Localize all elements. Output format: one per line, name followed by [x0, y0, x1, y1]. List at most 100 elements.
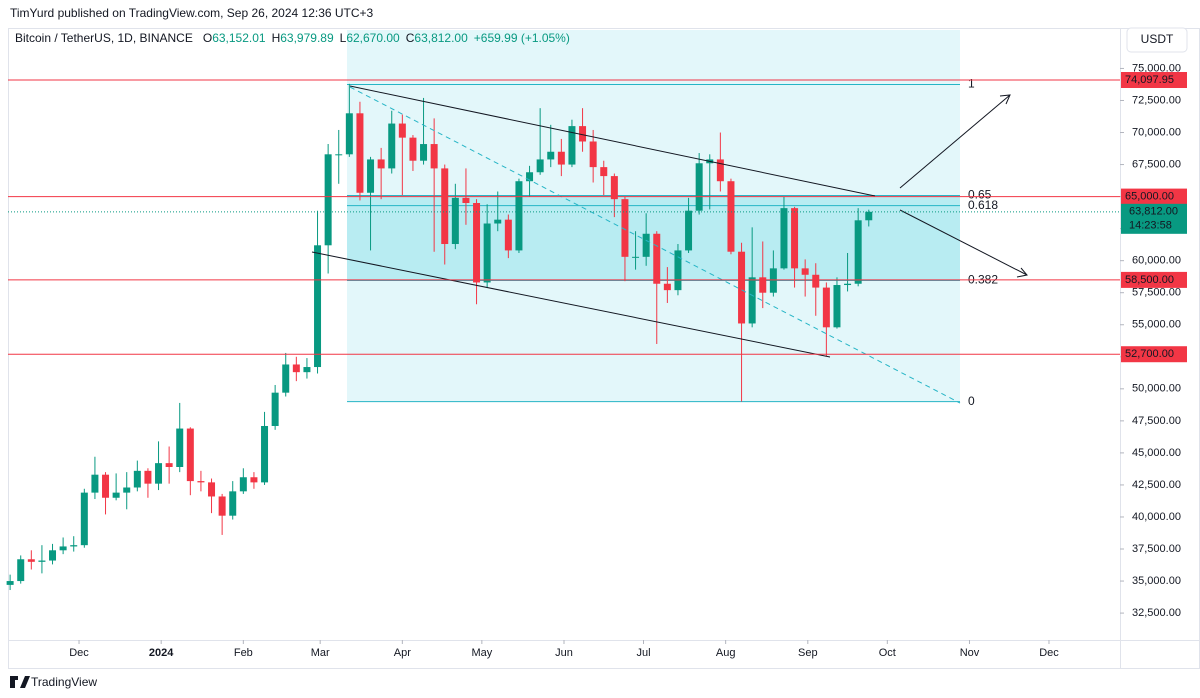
candle-body — [49, 550, 57, 561]
ohlc-value: 63,152.01 — [212, 31, 266, 45]
candle-body — [133, 470, 141, 488]
candle-body — [812, 274, 820, 288]
candle-body — [282, 364, 290, 393]
candle-body — [91, 474, 99, 493]
arrow-up — [899, 94, 1011, 189]
change: +659.99 (+1.05%) — [474, 31, 570, 45]
candle-body — [695, 163, 703, 211]
h-level-label: 74,097.95 — [1125, 74, 1174, 86]
candle-body — [165, 463, 173, 467]
candle-body — [303, 367, 311, 373]
candle-body — [568, 126, 576, 165]
y-tick-label: 75,000.00 — [1132, 62, 1181, 74]
candle-body — [239, 477, 247, 492]
candle-body — [409, 137, 417, 161]
candle-body — [123, 487, 131, 493]
ohlc-value: 63,979.89 — [280, 31, 334, 45]
currency-button[interactable] — [1126, 27, 1188, 53]
candle-body — [769, 268, 777, 293]
candle-body — [367, 159, 375, 193]
y-tick-label: 37,500.00 — [1132, 543, 1181, 555]
legend: Bitcoin / TetherUS, 1D, BINANCE O63,152.0… — [15, 31, 570, 45]
candle-body — [600, 167, 608, 177]
candle-body — [822, 287, 830, 328]
candle-body — [430, 144, 438, 169]
candle-body — [674, 250, 682, 291]
candle-body — [388, 123, 396, 169]
fib-label: 0.618 — [968, 198, 998, 212]
candle-body — [494, 219, 502, 224]
x-tick-label: Aug — [716, 647, 736, 659]
x-tick-label: Nov — [960, 647, 980, 659]
candle-body — [292, 364, 300, 373]
candle-body — [536, 159, 544, 173]
candle-body — [345, 113, 353, 155]
ohlc-value: 62,670.00 — [346, 31, 400, 45]
x-tick-label: Dec — [69, 647, 89, 659]
candle-body — [229, 491, 237, 516]
ohlc-key: O — [203, 31, 212, 45]
candle-body — [462, 197, 470, 204]
x-tick-label: Apr — [394, 647, 411, 659]
candle-body — [483, 223, 491, 283]
candle-body — [547, 151, 555, 160]
fib-trend — [349, 86, 961, 404]
candle-body — [398, 123, 406, 138]
ohlc-key: H — [272, 31, 281, 45]
h-level-badge — [1121, 346, 1187, 363]
candle-body — [176, 428, 184, 467]
candle-body — [632, 256, 640, 258]
x-tick-label: Sep — [798, 647, 818, 659]
candle-body — [144, 470, 152, 484]
y-tick-label: 70,000.00 — [1132, 126, 1181, 138]
candle-body — [865, 211, 873, 221]
x-tick-label: Jul — [636, 647, 650, 659]
candle-body — [504, 219, 512, 251]
x-tick-label: 2024 — [149, 647, 174, 659]
candle-body — [780, 208, 788, 269]
candle-body — [250, 477, 258, 483]
candle-body — [261, 425, 269, 483]
arrow-down — [899, 209, 1028, 276]
candle-body — [314, 245, 322, 368]
y-tick-label: 45,000.00 — [1132, 447, 1181, 459]
last-price-label: 63,812.00 — [1129, 206, 1178, 218]
currency[interactable]: USDT — [1141, 32, 1174, 46]
candle-body — [324, 154, 332, 246]
h-level-label: 58,500.00 — [1125, 274, 1174, 286]
candle-body — [748, 277, 756, 324]
candle-body — [515, 181, 523, 251]
candle-body — [844, 283, 852, 286]
candle-body — [738, 251, 746, 324]
drawings — [311, 85, 1028, 404]
candle-body — [441, 168, 449, 245]
candle-body — [17, 559, 25, 582]
arrow-head — [1016, 267, 1028, 278]
candle-body — [356, 113, 364, 193]
y-tick-label: 32,500.00 — [1132, 607, 1181, 619]
symbol: Bitcoin / TetherUS, 1D, BINANCE — [15, 31, 193, 45]
axes: 32,500.00 35,000.00 37,500.00 40,000.00 42,5… — [69, 62, 1187, 659]
y-tick-label: 50,000.00 — [1132, 383, 1181, 395]
y-tick-label: 72,500.00 — [1132, 94, 1181, 106]
candle-body — [526, 172, 534, 182]
candle-body — [610, 176, 618, 200]
candle-body — [102, 474, 110, 498]
candle-body — [833, 285, 841, 328]
candle-body — [685, 210, 693, 251]
y-tick-label: 57,500.00 — [1132, 287, 1181, 299]
candle-body — [621, 199, 629, 257]
brand: TradingView — [31, 675, 97, 689]
candle-body — [759, 277, 767, 293]
channel-lower — [311, 251, 831, 358]
y-tick-label: 40,000.00 — [1132, 511, 1181, 523]
y-tick-label: 35,000.00 — [1132, 575, 1181, 587]
candle-body — [473, 203, 481, 283]
candle-body — [420, 144, 428, 161]
candle-body — [716, 159, 724, 182]
candle-body — [727, 181, 735, 252]
y-tick-label: 47,500.00 — [1132, 415, 1181, 427]
